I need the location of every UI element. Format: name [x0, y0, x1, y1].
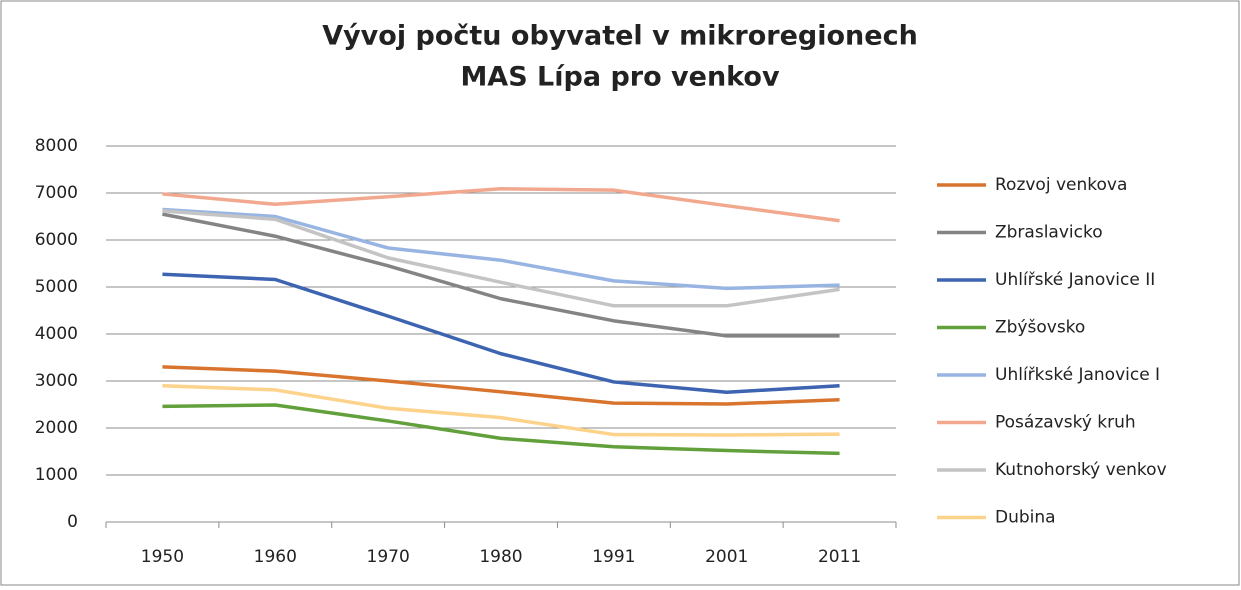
- y-tick-label: 6000: [35, 230, 78, 250]
- x-tick-label: 1980: [479, 547, 522, 567]
- series-line: [162, 365, 840, 406]
- legend-label: Dubina: [995, 508, 1056, 528]
- series-line: [162, 187, 840, 223]
- series-line: [162, 272, 840, 395]
- y-tick-label: 8000: [35, 136, 78, 156]
- y-tick-label: 0: [67, 512, 78, 532]
- legend-label: Uhlířkské Janovice I: [995, 365, 1160, 385]
- legend-label: Rozvoj venkova: [995, 175, 1127, 195]
- legend-label: Uhlířské Janovice II: [995, 270, 1155, 290]
- legend-label: Posázavský kruh: [995, 413, 1136, 433]
- x-tick-label: 1991: [592, 547, 635, 567]
- x-tick-label: 1960: [254, 547, 297, 567]
- series-line: [162, 212, 840, 338]
- y-tick-label: 2000: [35, 418, 78, 438]
- legend-label: Zbraslavicko: [995, 223, 1103, 243]
- x-tick-label: 2011: [818, 547, 861, 567]
- y-tick-label: 1000: [35, 465, 78, 485]
- x-tick-label: 1970: [367, 547, 410, 567]
- legend-label: Zbýšovsko: [995, 318, 1085, 338]
- series-line: [162, 209, 840, 308]
- y-tick-label: 5000: [35, 277, 78, 297]
- y-tick-label: 7000: [35, 183, 78, 203]
- series-line: [162, 383, 840, 437]
- series-line: [162, 207, 840, 291]
- x-tick-label: 2001: [705, 547, 748, 567]
- chart-title: MAS Lípa pro venkov: [460, 62, 780, 93]
- legend-label: Kutnohorský venkov: [995, 460, 1167, 480]
- y-tick-label: 4000: [35, 324, 78, 344]
- series-line: [162, 403, 840, 456]
- y-tick-label: 3000: [35, 371, 78, 391]
- x-tick-label: 1950: [141, 547, 184, 567]
- chart-title: Vývoj počtu obyvatel v mikroregionech: [322, 21, 918, 52]
